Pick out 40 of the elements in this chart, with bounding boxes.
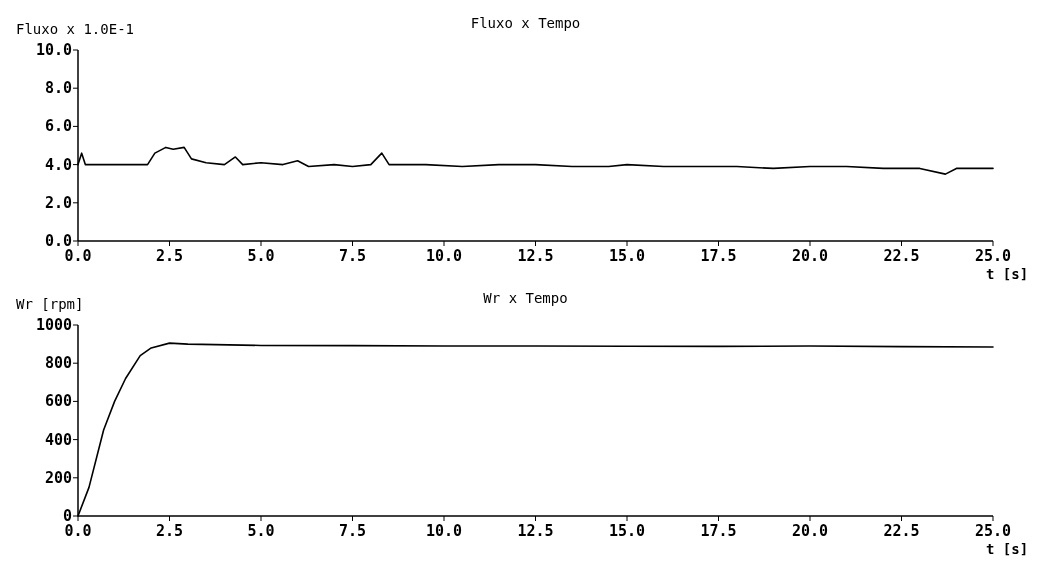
y-tick-label: 600	[44, 392, 72, 411]
y-tick-label: 6.0	[44, 117, 72, 136]
chart-title: Wr x Tempo	[483, 290, 568, 306]
y-tick-label: 8.0	[44, 79, 72, 98]
x-tick-label: 10.0	[425, 522, 463, 540]
x-tick-label: 2.5	[155, 522, 184, 540]
y-axis-title: Wr [rpm]	[16, 296, 84, 312]
x-tick-label: 15.0	[608, 522, 646, 540]
y-tick-label: 1000	[35, 316, 72, 334]
y-tick-label: 10.0	[35, 41, 72, 59]
x-tick-label: 15.0	[608, 247, 646, 265]
x-tick-label: 0.0	[64, 247, 92, 265]
y-axis-title: Fluxo x 1.0E-1	[16, 21, 135, 37]
x-tick-label: 25.0	[974, 247, 1012, 265]
x-tick-label: 12.5	[517, 247, 554, 265]
x-tick-label: 17.5	[700, 522, 737, 540]
y-tick-label: 0.0	[44, 232, 72, 250]
x-tick-label: 22.5	[883, 522, 920, 540]
y-tick-label: 4.0	[44, 155, 72, 174]
chart-title: Fluxo x Tempo	[470, 15, 581, 31]
x-tick-label: 10.0	[425, 247, 463, 265]
y-tick-label: 400	[44, 430, 72, 449]
x-tick-label: 12.5	[517, 522, 554, 540]
x-tick-label: 5.0	[247, 522, 275, 540]
y-tick-label: 800	[44, 354, 72, 373]
x-tick-label: 7.5	[338, 522, 367, 540]
x-tick-label: 2.5	[155, 247, 184, 265]
y-tick-label: 200	[44, 468, 72, 487]
x-tick-label: 17.5	[700, 247, 737, 265]
x-tick-label: 0.0	[64, 522, 92, 540]
x-tick-label: 20.0	[791, 247, 829, 265]
x-axis-title: t [s]	[985, 266, 1029, 282]
x-tick-label: 20.0	[791, 522, 829, 540]
x-tick-label: 5.0	[247, 247, 275, 265]
x-tick-label: 7.5	[338, 247, 367, 265]
y-tick-label: 0	[62, 507, 72, 525]
x-tick-label: 25.0	[974, 522, 1012, 540]
y-tick-label: 2.0	[44, 193, 72, 212]
x-axis-title: t [s]	[985, 541, 1029, 557]
x-tick-label: 22.5	[883, 247, 920, 265]
